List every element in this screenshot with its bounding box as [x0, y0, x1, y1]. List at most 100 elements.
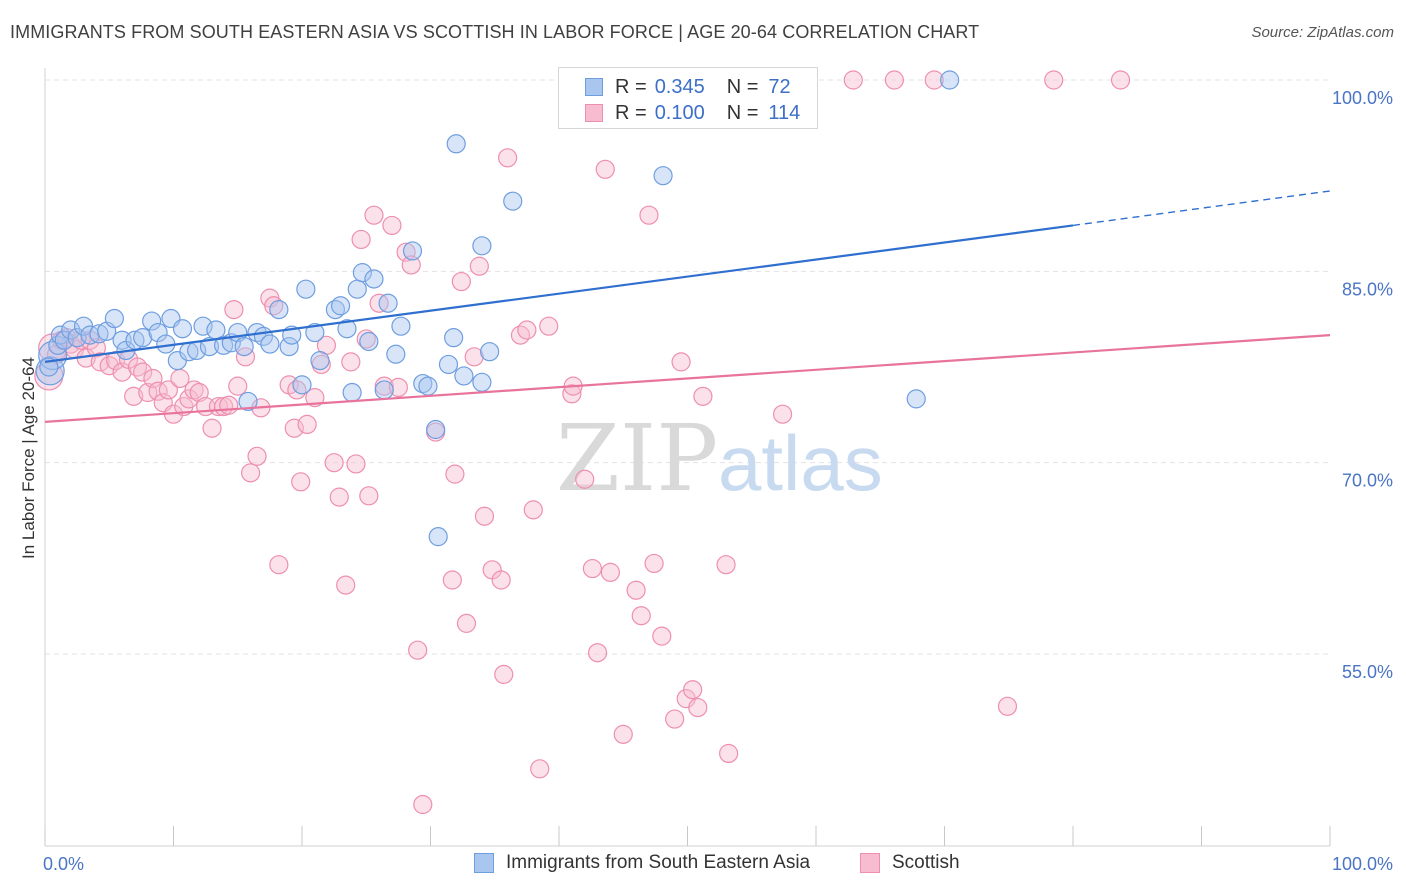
- scottish-point: [719, 743, 739, 764]
- scottish-point: [297, 414, 317, 434]
- sea-point: [413, 373, 433, 394]
- scottish-point: [562, 384, 582, 404]
- scottish-point: [600, 562, 621, 582]
- scottish-point: [517, 320, 537, 340]
- scottish-point: [582, 558, 603, 579]
- scottish-point: [456, 613, 477, 633]
- scottish-point: [359, 486, 379, 506]
- sea-point: [374, 380, 394, 400]
- sea-point: [148, 322, 168, 343]
- scottish-point: [346, 454, 366, 474]
- legend-n-value: 114: [768, 101, 801, 124]
- scottish-point: [716, 555, 736, 575]
- sea-point: [472, 236, 492, 256]
- sea-point: [61, 320, 81, 340]
- scottish-point: [626, 580, 646, 600]
- sea-point: [906, 389, 926, 409]
- scottish-point: [264, 296, 284, 316]
- sea-point: [234, 336, 254, 357]
- sea-point: [310, 351, 330, 371]
- sea-point: [279, 336, 299, 357]
- scottish-point: [235, 347, 256, 367]
- sea-point: [342, 382, 362, 403]
- scottish-point: [305, 388, 325, 408]
- scottish-point: [997, 696, 1018, 716]
- sea-point: [428, 527, 448, 547]
- scottish-point: [639, 205, 659, 225]
- sea-point: [418, 376, 438, 396]
- sea-immigrant-points: [35, 70, 960, 547]
- trend-lines: [44, 190, 1331, 423]
- sea-point: [391, 316, 411, 336]
- y-tick-label: 100.0%: [1332, 88, 1393, 108]
- sea-point: [89, 324, 109, 344]
- legend-item-sea[interactable]: Immigrants from South Eastern Asia: [474, 852, 810, 874]
- scottish-point: [510, 325, 531, 345]
- sea-point: [364, 269, 384, 289]
- scottish-point: [324, 453, 344, 473]
- correlation-legend: R = 0.345 N = 72 R = 0.100 N = 114: [558, 67, 818, 129]
- scottish-point: [772, 404, 793, 424]
- legend-r-value: 0.345: [654, 75, 705, 98]
- scottish-point: [469, 256, 489, 276]
- axes: [44, 68, 1331, 847]
- scottish-point: [228, 376, 248, 396]
- y-tick-label: 70.0%: [1342, 471, 1393, 491]
- sea-point: [438, 354, 459, 375]
- scottish-point: [665, 709, 685, 729]
- scottish-point: [388, 377, 408, 398]
- legend-item-scottish[interactable]: Scottish: [860, 852, 960, 874]
- legend-item-label: Scottish: [892, 852, 960, 873]
- sea-point: [653, 166, 673, 186]
- legend-swatch-blue: [585, 78, 603, 96]
- scottish-point: [575, 469, 595, 489]
- sea-point: [347, 279, 367, 299]
- sea-point: [142, 311, 162, 331]
- source-credit: Source: ZipAtlas.com: [1251, 24, 1394, 41]
- scottish-point: [539, 316, 559, 336]
- sea-trend-line: [44, 224, 1074, 363]
- scottish-point: [127, 357, 148, 377]
- scottish-point: [143, 368, 163, 389]
- scottish-point: [587, 643, 608, 663]
- scottish-point: [408, 640, 428, 660]
- sea-point: [193, 316, 213, 336]
- scottish-point: [464, 347, 484, 367]
- scottish-point: [491, 570, 511, 590]
- x-tick-label-max: 100.0%: [1332, 854, 1393, 874]
- legend-r-label: R =: [615, 101, 647, 124]
- scottish-point: [247, 446, 267, 466]
- chart-title: IMMIGRANTS FROM SOUTH EASTERN ASIA VS SC…: [10, 22, 980, 42]
- sea-point: [446, 134, 466, 154]
- y-axis-label: In Labor Force | Age 20-64: [19, 357, 38, 559]
- sea-point: [292, 375, 312, 395]
- scottish-point: [631, 606, 651, 626]
- scottish-point: [693, 386, 713, 406]
- series-legend: Immigrants from South Eastern Asia Scott…: [0, 852, 1406, 878]
- sea-point: [330, 296, 351, 316]
- scottish-point: [652, 626, 672, 646]
- scottish-point: [179, 389, 199, 409]
- sea-point: [172, 319, 193, 339]
- scottish-point: [494, 664, 514, 685]
- legend-r-label: R =: [615, 75, 647, 98]
- watermark-zip: ZIP: [556, 405, 718, 512]
- sea-point: [39, 357, 59, 377]
- sea-point: [325, 300, 346, 320]
- scottish-point: [284, 418, 304, 438]
- sea-point: [214, 335, 234, 355]
- sea-point: [199, 336, 220, 357]
- legend-n-value: 72: [768, 75, 791, 98]
- scottish-point: [884, 70, 904, 90]
- scottish-point: [442, 570, 462, 590]
- scottish-point: [341, 352, 361, 372]
- scottish-point: [671, 352, 691, 372]
- sea-point: [503, 191, 523, 211]
- legend-row-scottish: R = 0.100 N = 114: [559, 99, 800, 127]
- sea-point: [386, 344, 406, 364]
- sea-point: [426, 419, 446, 440]
- scottish-point: [523, 500, 543, 520]
- sea-point: [260, 334, 280, 354]
- scottish-point: [924, 70, 944, 90]
